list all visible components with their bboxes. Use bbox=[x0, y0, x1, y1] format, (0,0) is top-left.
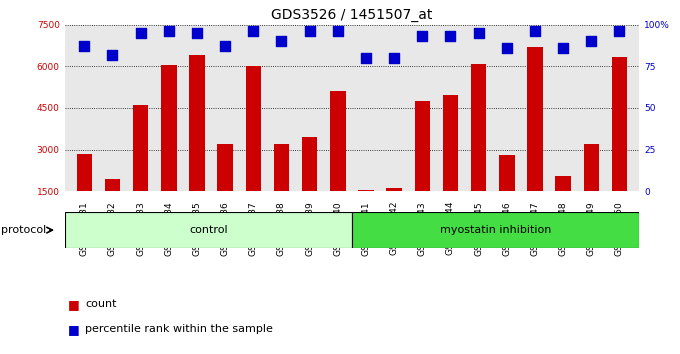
Point bbox=[276, 39, 287, 44]
Text: protocol: protocol bbox=[1, 225, 47, 235]
Point bbox=[417, 34, 428, 39]
Point bbox=[220, 44, 231, 49]
Bar bbox=[415, 101, 430, 233]
Text: ■: ■ bbox=[68, 323, 80, 336]
Bar bbox=[161, 65, 177, 233]
Bar bbox=[245, 67, 261, 233]
Bar bbox=[189, 55, 205, 233]
Bar bbox=[352, 212, 639, 248]
Text: myostatin inhibition: myostatin inhibition bbox=[440, 225, 551, 235]
Bar bbox=[274, 144, 289, 233]
Bar bbox=[105, 179, 120, 233]
Point bbox=[333, 29, 343, 34]
Point bbox=[586, 39, 597, 44]
Text: percentile rank within the sample: percentile rank within the sample bbox=[85, 324, 273, 334]
Bar bbox=[612, 57, 627, 233]
Bar bbox=[358, 190, 374, 233]
Bar bbox=[471, 64, 486, 233]
Point bbox=[530, 29, 541, 34]
Bar bbox=[302, 137, 318, 233]
Bar bbox=[218, 144, 233, 233]
Bar bbox=[527, 47, 543, 233]
Point bbox=[389, 55, 400, 61]
Point bbox=[304, 29, 315, 34]
Text: count: count bbox=[85, 299, 116, 309]
Point bbox=[135, 30, 146, 36]
Point bbox=[614, 29, 625, 34]
Point bbox=[473, 30, 484, 36]
Point bbox=[248, 29, 259, 34]
Point bbox=[79, 44, 90, 49]
Point bbox=[192, 30, 203, 36]
Point bbox=[501, 45, 512, 51]
Point bbox=[445, 34, 456, 39]
Text: ■: ■ bbox=[68, 298, 80, 311]
Bar bbox=[556, 176, 571, 233]
Bar bbox=[583, 144, 599, 233]
Text: control: control bbox=[189, 225, 228, 235]
Bar bbox=[386, 188, 402, 233]
Point bbox=[107, 52, 118, 58]
Point bbox=[558, 45, 568, 51]
Bar bbox=[499, 155, 515, 233]
Bar bbox=[443, 96, 458, 233]
Title: GDS3526 / 1451507_at: GDS3526 / 1451507_at bbox=[271, 8, 432, 22]
Bar bbox=[65, 212, 352, 248]
Point bbox=[360, 55, 371, 61]
Bar bbox=[133, 105, 148, 233]
Bar bbox=[77, 154, 92, 233]
Point bbox=[163, 29, 174, 34]
Bar bbox=[330, 91, 345, 233]
